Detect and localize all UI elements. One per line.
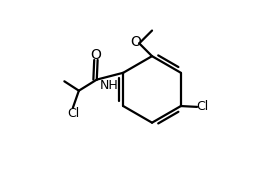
Text: Cl: Cl <box>67 107 79 120</box>
Text: Cl: Cl <box>196 100 208 113</box>
Text: NH: NH <box>100 79 118 92</box>
Text: O: O <box>131 35 142 50</box>
Text: O: O <box>91 48 101 62</box>
